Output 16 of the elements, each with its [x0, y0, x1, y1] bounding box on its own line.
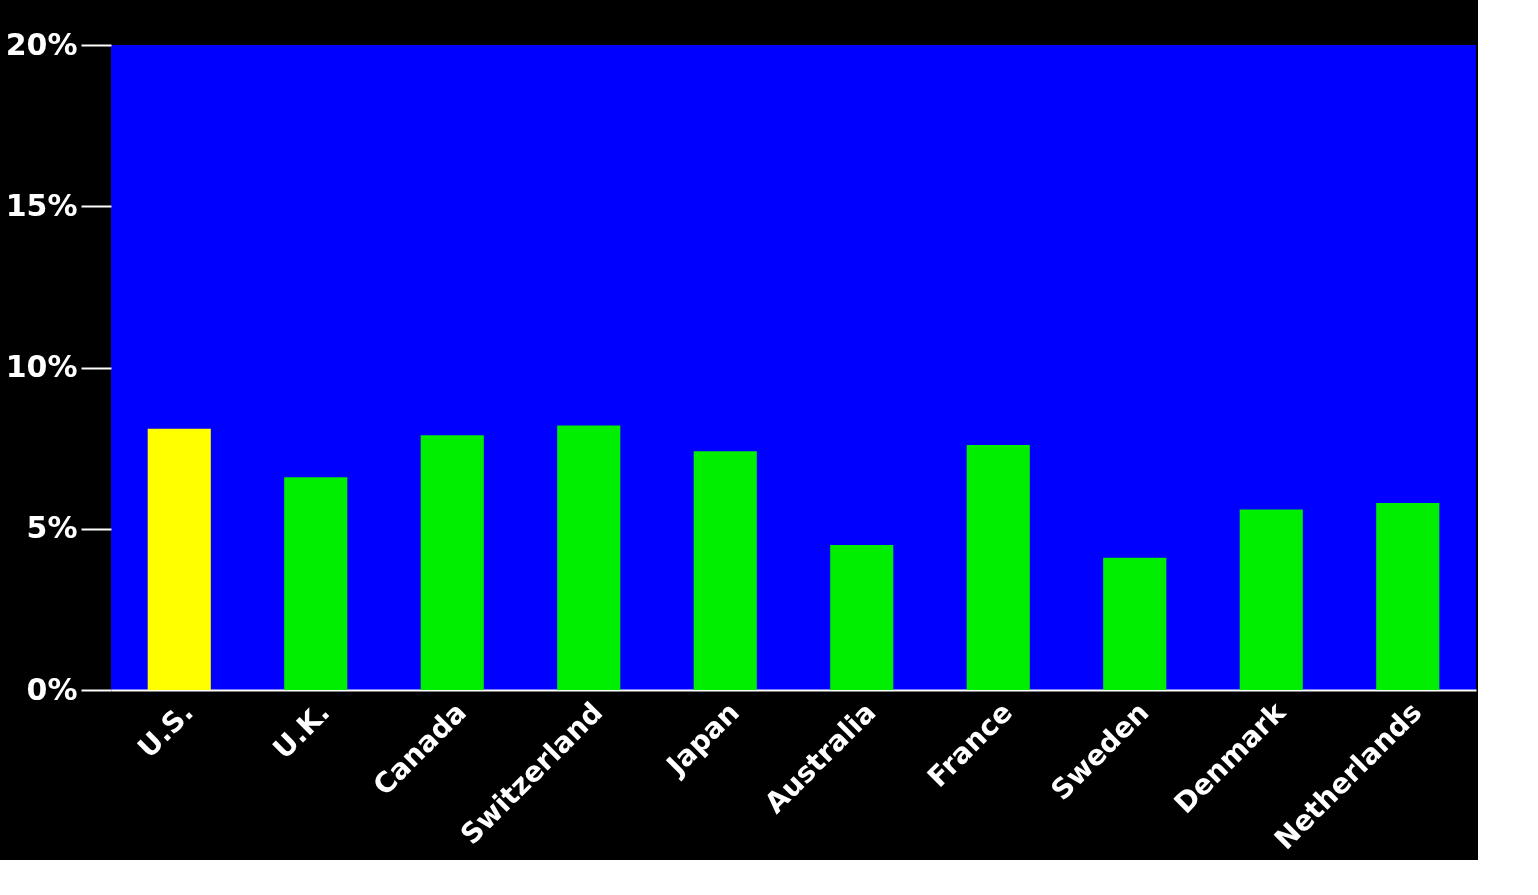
bar [966, 444, 1030, 690]
x-tick-label: U.S. [131, 695, 200, 765]
bar [1376, 502, 1440, 690]
y-tick-label: 10% [5, 349, 78, 384]
y-tick-label: 15% [5, 187, 78, 223]
bar [693, 451, 757, 690]
bar [1103, 557, 1167, 690]
bar [1239, 509, 1303, 690]
bar [830, 544, 894, 690]
bar [147, 428, 211, 690]
bar [420, 435, 484, 690]
y-tick-label: 0% [26, 671, 78, 707]
bar [557, 425, 621, 690]
y-tick-label: 5% [26, 510, 78, 546]
y-tick-label: 20% [5, 26, 78, 62]
bar [284, 477, 348, 690]
